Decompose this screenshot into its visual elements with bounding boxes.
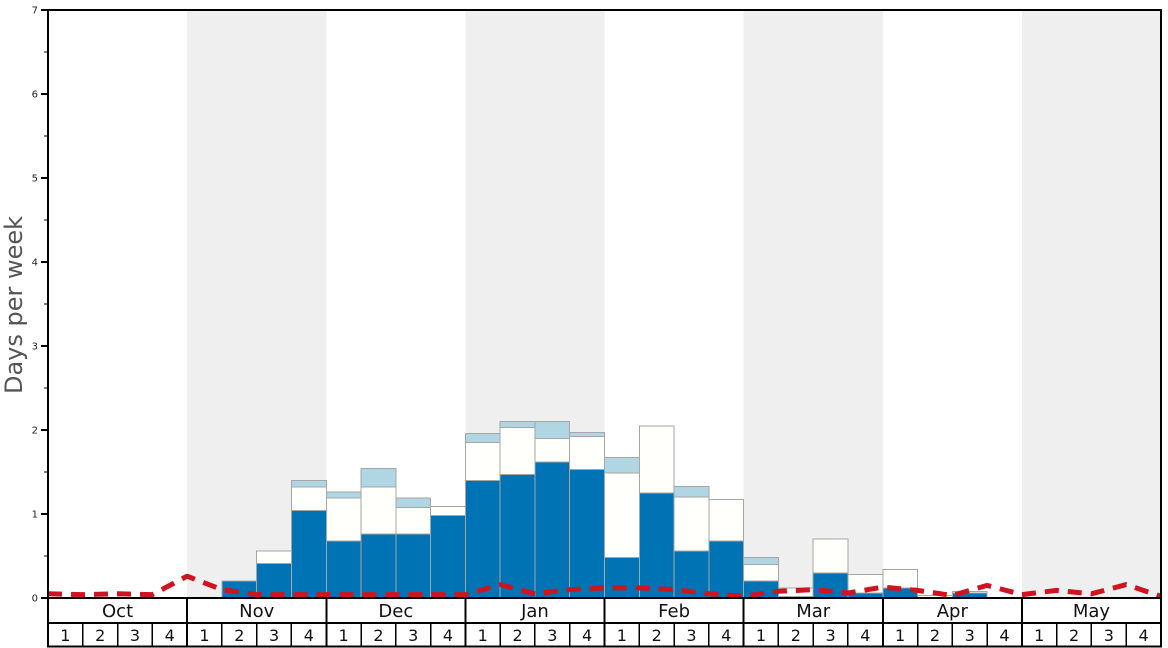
bar-segment-dark-blue (464, 479, 501, 599)
bar-segment-white (499, 426, 536, 476)
week-label: 2 (930, 626, 940, 645)
week-label: 1 (60, 626, 70, 645)
bar-segment-dark-blue (360, 533, 397, 599)
bar-segment-white (290, 486, 327, 512)
week-label: 4 (999, 626, 1009, 645)
bar-segment-white (951, 590, 988, 594)
bar-segment-white (638, 425, 675, 494)
month-week-table: Oct Nov Dec Jan Feb Mar Apr May 1 2 3 4 1 2 3 4 1 2 3 4 1 2 3 4… (47, 597, 1162, 648)
y-tick-label: 4 (32, 258, 38, 269)
bar-segment-light-blue (464, 432, 501, 444)
bar-segment-white (534, 437, 571, 463)
y-tick-label: 0 (32, 594, 38, 605)
bar-segment-light-blue (290, 479, 327, 488)
bar-segment-white (569, 436, 605, 470)
bar-segment-dark-blue (395, 533, 432, 599)
week-label: 3 (965, 626, 975, 645)
week-label: 3 (1104, 626, 1114, 645)
week-label: 3 (408, 626, 418, 645)
month-stripe-may (1021, 10, 1161, 598)
week-label: 4 (304, 626, 314, 645)
bar-segment-dark-blue (604, 557, 640, 599)
week-label: 3 (825, 626, 835, 645)
bar-segment-white (430, 505, 466, 517)
y-tick-label: 7 (32, 6, 38, 17)
week-label: 4 (721, 626, 731, 645)
month-label-oct: Oct (102, 601, 133, 622)
week-label: 4 (1139, 626, 1149, 645)
bar-segment-light-blue (534, 421, 571, 439)
y-axis-label: Days per week (0, 216, 28, 394)
week-label: 2 (512, 626, 522, 645)
bar-segment-white (708, 499, 745, 542)
red-dashed-line-group (47, 573, 1162, 599)
y-tick-label: 5 (32, 174, 38, 185)
month-stripe-mar (743, 10, 883, 598)
week-label: 4 (443, 626, 453, 645)
bar-segment-light-blue (743, 557, 779, 565)
week-label: 2 (791, 626, 801, 645)
red-dashed-line (47, 573, 1162, 599)
week-label: 1 (1034, 626, 1044, 645)
bar-segment-light-blue (673, 485, 710, 498)
bar-segment-dark-blue (569, 468, 605, 599)
week-label: 1 (756, 626, 766, 645)
week-label: 2 (1069, 626, 1079, 645)
bar-segment-dark-blue (534, 461, 571, 599)
axes: 0 1 2 3 4 5 6 7 (32, 6, 1162, 605)
bar-segment-light-blue (325, 491, 362, 499)
week-label: 2 (652, 626, 662, 645)
stacked-bars (221, 421, 988, 599)
bar-segment-dark-blue (325, 540, 362, 599)
week-label: 2 (373, 626, 383, 645)
bar-segment-dark-blue (290, 510, 327, 599)
bar-segment-white (325, 497, 362, 542)
bar-segment-light-blue (499, 421, 536, 428)
bar-segment-light-blue (569, 432, 605, 438)
bar-segment-dark-blue (708, 540, 745, 599)
bar-segment-white (256, 550, 292, 565)
y-tick-label: 3 (32, 342, 38, 353)
week-label: 4 (582, 626, 592, 645)
month-label-dec: Dec (378, 601, 413, 622)
week-label: 3 (130, 626, 140, 645)
month-label-nov: Nov (239, 601, 274, 622)
bar-segment-white (395, 506, 432, 535)
week-label: 2 (95, 626, 105, 645)
week-label: 1 (339, 626, 349, 645)
month-label-may: May (1073, 601, 1111, 622)
bar-segment-dark-blue (499, 474, 536, 599)
bar-segment-light-blue (395, 497, 432, 508)
week-label: 1 (199, 626, 209, 645)
y-tick-label: 1 (32, 510, 38, 521)
month-label-jan: Jan (520, 601, 549, 622)
month-background-stripes (187, 10, 1161, 598)
week-label: 4 (165, 626, 175, 645)
week-label: 2 (234, 626, 244, 645)
week-label: 3 (547, 626, 557, 645)
week-label: 4 (860, 626, 870, 645)
bar-segment-white (360, 486, 397, 535)
week-label: 1 (478, 626, 488, 645)
bar-segment-white (812, 538, 849, 574)
month-label-mar: Mar (796, 601, 831, 622)
bar-segment-dark-blue (638, 492, 675, 599)
week-label: 1 (617, 626, 627, 645)
month-label-apr: Apr (937, 601, 969, 622)
week-label: 1 (895, 626, 905, 645)
bar-segment-dark-blue (430, 515, 466, 599)
y-tick-label: 6 (32, 90, 38, 101)
bar-segment-white (743, 563, 779, 582)
bar-segment-white (464, 442, 501, 481)
bar-segment-light-blue (604, 457, 640, 474)
bar-segment-light-blue (360, 468, 397, 488)
bar-segment-white (673, 496, 710, 552)
week-label: 3 (686, 626, 696, 645)
week-label: 3 (269, 626, 279, 645)
month-label-feb: Feb (658, 601, 690, 622)
bar-segment-white (604, 472, 640, 559)
y-tick-label: 2 (32, 426, 38, 437)
